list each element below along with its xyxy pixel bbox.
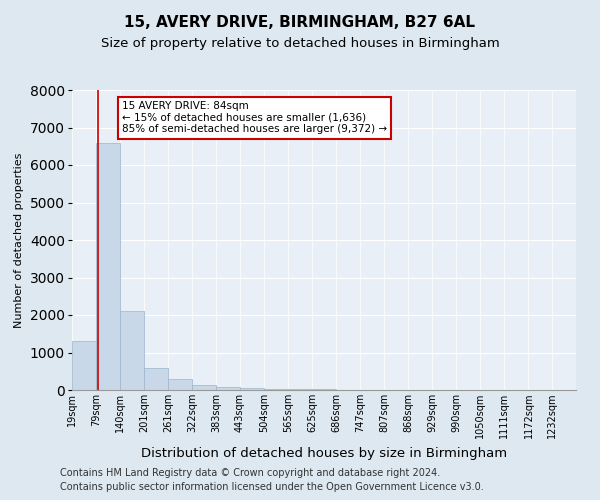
Bar	[96, 142, 120, 390]
Y-axis label: Number of detached properties: Number of detached properties	[14, 152, 25, 328]
Bar	[120, 311, 144, 390]
Bar	[192, 385, 216, 390]
Text: Size of property relative to detached houses in Birmingham: Size of property relative to detached ho…	[101, 38, 499, 51]
Text: 15, AVERY DRIVE, BIRMINGHAM, B27 6AL: 15, AVERY DRIVE, BIRMINGHAM, B27 6AL	[125, 15, 476, 30]
Bar	[72, 341, 96, 390]
Text: 15 AVERY DRIVE: 84sqm
← 15% of detached houses are smaller (1,636)
85% of semi-d: 15 AVERY DRIVE: 84sqm ← 15% of detached …	[122, 101, 387, 134]
Bar	[264, 388, 288, 390]
Bar	[288, 389, 312, 390]
Text: Contains HM Land Registry data © Crown copyright and database right 2024.: Contains HM Land Registry data © Crown c…	[60, 468, 440, 477]
Text: Contains public sector information licensed under the Open Government Licence v3: Contains public sector information licen…	[60, 482, 484, 492]
Bar	[144, 368, 168, 390]
Bar	[240, 388, 264, 390]
Bar	[216, 386, 240, 390]
Bar	[168, 379, 192, 390]
X-axis label: Distribution of detached houses by size in Birmingham: Distribution of detached houses by size …	[141, 446, 507, 460]
